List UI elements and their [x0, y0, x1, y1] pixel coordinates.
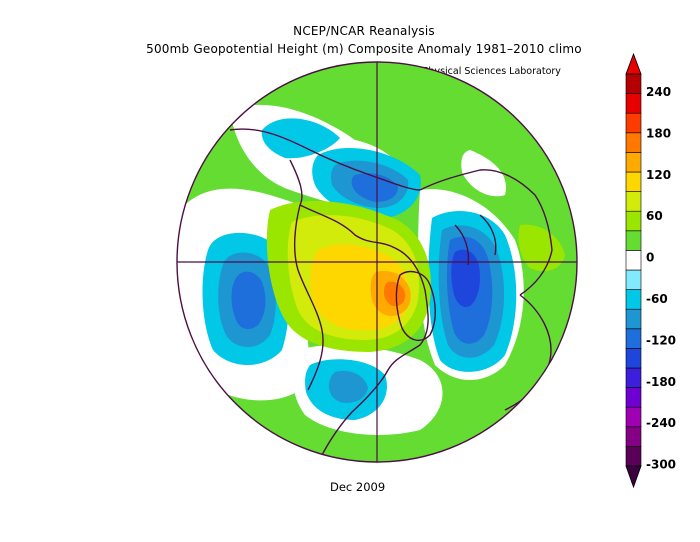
colorbar-segment	[625, 328, 642, 349]
anomaly-negative-60	[328, 370, 368, 403]
date-label: Dec 2009	[330, 480, 386, 494]
colorbar-tick-label: -180	[646, 375, 676, 389]
title-line-2: 500mb Geopotential Height (m) Composite …	[146, 42, 582, 56]
colorbar-segment	[625, 210, 642, 232]
coastline-europe	[419, 169, 553, 296]
colorbar-segment	[625, 250, 642, 271]
colorbar-top-arrow	[625, 52, 642, 75]
anomaly-positive-30	[518, 224, 565, 272]
colorbar-tick-label: 120	[646, 168, 671, 182]
anomaly-negative-90	[231, 271, 266, 330]
colorbar-segment	[625, 73, 642, 94]
colorbar-segment	[625, 230, 642, 251]
colorbar-tick-label: -240	[646, 416, 676, 430]
colorbar-tick-label: 180	[646, 126, 671, 140]
colorbar-tick-label: -300	[646, 458, 676, 472]
colorbar-segment	[625, 171, 642, 192]
colorbar-segment	[625, 112, 642, 134]
credit-label: NOAA Physical Sciences Laboratory	[392, 66, 561, 77]
colorbar-segment	[625, 132, 642, 153]
colorbar-tick-label: 0	[646, 251, 654, 265]
title-line-1: NCEP/NCAR Reanalysis	[293, 24, 435, 38]
colorbar-segment	[625, 367, 642, 388]
colorbar-tick-label: 60	[646, 209, 663, 223]
colorbar-segment	[625, 406, 642, 428]
colorbar-tick-label: -120	[646, 333, 676, 347]
colorbar-segment	[625, 191, 642, 212]
map-boundary	[176, 61, 578, 463]
colorbar-bottom-arrow	[625, 465, 642, 489]
coastline-north-america	[294, 204, 429, 456]
colorbar-tick-label: 240	[646, 85, 671, 99]
anomaly-positive-150	[384, 281, 406, 307]
coastline-greenland	[395, 270, 436, 342]
colorbar-segment	[625, 426, 642, 447]
colorbar-segment	[625, 387, 642, 408]
anomaly-negative-30	[261, 118, 340, 159]
colorbar-segment	[625, 308, 642, 330]
anomaly-negative-120	[451, 249, 480, 308]
colorbar-segment	[625, 446, 642, 467]
colorbar-segment	[625, 152, 642, 173]
anomaly-zero-region	[461, 150, 506, 197]
colorbar-segment	[625, 269, 642, 290]
coastline-asia	[229, 128, 421, 206]
colorbar-segment	[625, 93, 642, 114]
colorbar-tick-label: -60	[646, 292, 668, 306]
colorbar-segment	[625, 289, 642, 310]
colorbar-segment	[625, 348, 642, 369]
